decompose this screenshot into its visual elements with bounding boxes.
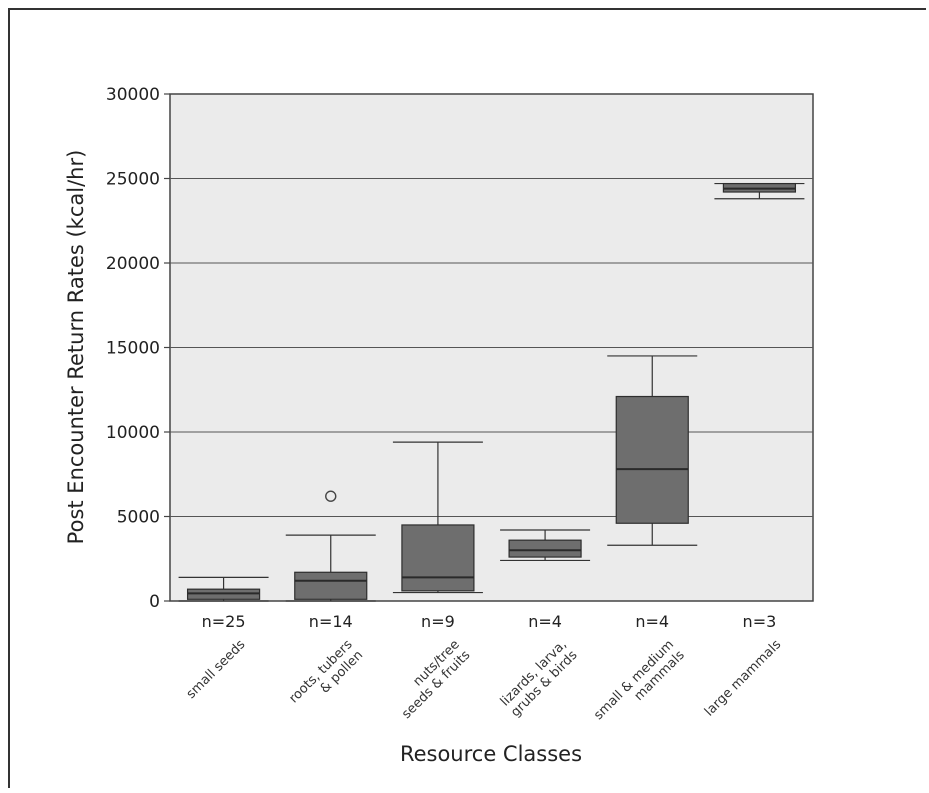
y-tick-label: 15000 bbox=[106, 339, 160, 359]
box-series bbox=[178, 182, 805, 602]
category-label: roots, tubers& pollen bbox=[286, 637, 366, 717]
category-label: lizards, larva,grubs & birds bbox=[498, 637, 581, 720]
box-4 bbox=[500, 529, 591, 562]
category-label-line: small seeds bbox=[184, 637, 249, 702]
category-label: small & mediummammals bbox=[591, 637, 688, 734]
category-label: large mammals bbox=[702, 637, 784, 719]
box-iqr bbox=[401, 524, 475, 592]
box-1 bbox=[178, 576, 269, 602]
y-axis-ticks: 0 5000 10000 15000 20000 25000 30000 bbox=[106, 85, 170, 612]
n-label: n=25 bbox=[202, 612, 246, 631]
n-labels: n=25 n=14 n=9 n=4 n=4 n=3 bbox=[202, 612, 777, 631]
y-tick-label: 20000 bbox=[106, 254, 160, 274]
n-label: n=14 bbox=[309, 612, 353, 631]
y-tick-label: 10000 bbox=[106, 423, 160, 443]
n-label: n=3 bbox=[743, 612, 777, 631]
box-iqr bbox=[508, 539, 582, 558]
category-label-line: large mammals bbox=[702, 637, 784, 719]
box-iqr bbox=[615, 395, 689, 524]
box-iqr bbox=[294, 571, 368, 600]
y-tick-label: 0 bbox=[149, 592, 160, 612]
y-tick-label: 25000 bbox=[106, 170, 160, 190]
y-tick-label: 5000 bbox=[117, 508, 160, 528]
n-label: n=9 bbox=[421, 612, 455, 631]
gridlines bbox=[170, 178, 813, 517]
box-5 bbox=[607, 355, 698, 546]
box-3 bbox=[392, 441, 483, 594]
n-label: n=4 bbox=[528, 612, 562, 631]
box-6 bbox=[714, 182, 805, 200]
box-2 bbox=[285, 490, 376, 602]
category-label: small seeds bbox=[184, 637, 249, 702]
outlier-point bbox=[325, 490, 337, 502]
category-labels: small seeds roots, tubers& pollen nuts/tre… bbox=[184, 637, 785, 734]
y-axis-title: Post Encounter Return Rates (kcal/hr) bbox=[64, 150, 88, 545]
n-label: n=4 bbox=[635, 612, 669, 631]
y-tick-label: 30000 bbox=[106, 85, 160, 105]
category-label: nuts/treeseeds & fruits bbox=[389, 637, 474, 722]
x-axis-title: Resource Classes bbox=[400, 742, 582, 766]
